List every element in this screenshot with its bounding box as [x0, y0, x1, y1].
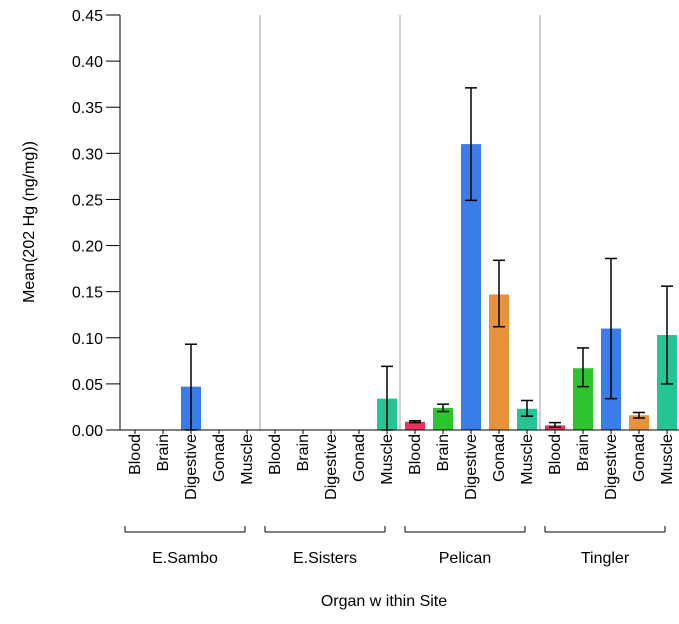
organ-label: Digestive — [463, 434, 480, 500]
y-tick-labels: 0.00 0.05 0.10 0.15 0.20 0.25 0.30 0.35 0.40 0.45 — [72, 8, 103, 440]
organ-label: Brain — [155, 434, 172, 471]
organ-label: Digestive — [183, 434, 200, 500]
organ-label: Brain — [435, 434, 452, 471]
error-bars-layer — [185, 87, 673, 431]
organ-label: Muscle — [379, 434, 396, 485]
grid-layer — [259, 15, 541, 430]
site-label: Pelican — [439, 550, 491, 567]
axis-layer — [106, 14, 679, 434]
y-tick-label: 0.25 — [72, 192, 103, 209]
organ-label: Blood — [407, 434, 424, 475]
y-tick-label: 0.15 — [72, 285, 103, 302]
x-axis-title: Organ w ithin Site — [321, 593, 447, 610]
y-tick-label: 0.00 — [72, 423, 103, 440]
site-label: E.Sambo — [152, 550, 218, 567]
organ-label: Blood — [127, 434, 144, 475]
organ-label: Blood — [267, 434, 284, 475]
organ-label: Blood — [547, 434, 564, 475]
organ-label: Muscle — [239, 434, 256, 485]
site-label: E.Sisters — [293, 550, 357, 567]
site-label: Tingler — [581, 550, 630, 567]
organ-label: Digestive — [603, 434, 620, 500]
y-tick-label: 0.10 — [72, 331, 103, 348]
x-category-labels: Blood Brain Digestive Gonad Muscle Blood Brain… — [127, 434, 676, 500]
organ-label: Brain — [295, 434, 312, 471]
organ-label: Gonad — [491, 434, 508, 482]
organ-label: Gonad — [351, 434, 368, 482]
y-axis-title: Mean(202 Hg (ng/mg)) — [21, 141, 38, 303]
bars-layer — [181, 144, 677, 430]
bar — [489, 294, 509, 430]
organ-label: Brain — [575, 434, 592, 471]
organ-label: Muscle — [659, 434, 676, 485]
bar — [461, 144, 481, 430]
y-tick-label: 0.20 — [72, 239, 103, 256]
bar — [629, 415, 649, 430]
bar — [517, 408, 537, 430]
bar — [433, 407, 453, 430]
organ-label: Digestive — [323, 434, 340, 500]
group-labels: E.Sambo E.Sisters Pelican Tingler — [124, 526, 666, 567]
organ-label: Muscle — [519, 434, 536, 485]
y-tick-label: 0.40 — [72, 54, 103, 71]
y-tick-label: 0.05 — [72, 377, 103, 394]
organ-label: Gonad — [211, 434, 228, 482]
y-tick-label: 0.30 — [72, 146, 103, 163]
bar — [405, 421, 425, 430]
y-tick-label: 0.45 — [72, 8, 103, 25]
organ-label: Gonad — [631, 434, 648, 482]
bar — [573, 368, 593, 430]
y-tick-label: 0.35 — [72, 100, 103, 117]
